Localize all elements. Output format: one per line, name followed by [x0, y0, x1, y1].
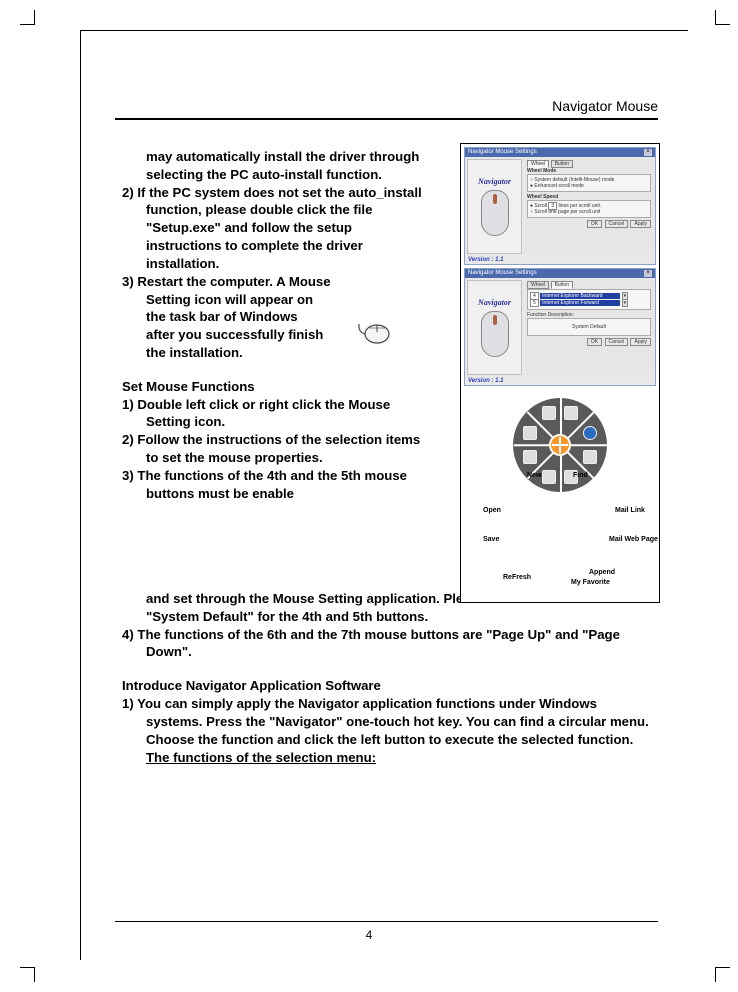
- item-restart-a: 3) Restart the computer. A Mouse: [122, 273, 422, 291]
- heading-set-mouse: Set Mouse Functions: [122, 378, 422, 396]
- apply-button-1[interactable]: Apply: [630, 220, 651, 228]
- btn5-num: 5: [530, 299, 539, 307]
- dialog-wheel: Navigator Mouse Settings × Navigator Whe…: [464, 147, 656, 265]
- set-item-4: 4) The functions of the 6th and the 7th …: [122, 626, 652, 662]
- dialog-button: Navigator Mouse Settings × Navigator Whe…: [464, 268, 656, 386]
- lab-open: Open: [483, 507, 501, 514]
- button-panel: Wheel Button 4 Internet Explorer Backwar…: [525, 280, 653, 375]
- lab-mail-link: Mail Link: [615, 507, 645, 514]
- item-restart-b: Setting icon will appear on: [122, 291, 422, 309]
- item-setup-exe: 2) If the PC system does not set the aut…: [122, 184, 422, 273]
- version-2: Version : 1.1: [465, 377, 655, 385]
- new-icon[interactable]: [542, 406, 556, 420]
- dialog-wheel-titlebar: Navigator Mouse Settings ×: [465, 148, 655, 157]
- tab-button-2[interactable]: Button: [551, 281, 573, 289]
- lab-append: Append: [589, 569, 615, 576]
- ok-button-1[interactable]: OK: [587, 220, 602, 228]
- mouse-thumb-2: Navigator: [467, 280, 522, 375]
- mouse-shape-1: [481, 190, 509, 236]
- nav-item-1-underline: The functions of the selection menu:: [122, 749, 652, 767]
- para-driver-auto: may automatically install the driver thr…: [122, 148, 422, 184]
- body-text-wide: and set through the Mouse Setting applic…: [122, 590, 652, 766]
- close-icon-2[interactable]: ×: [644, 270, 652, 277]
- tab-button-1[interactable]: Button: [551, 160, 573, 168]
- dialog-button-titlebar: Navigator Mouse Settings ×: [465, 269, 655, 278]
- lab-new: New: [527, 472, 541, 479]
- lab-mail-web: Mail Web Page: [609, 536, 658, 543]
- lab-find: Find: [573, 472, 588, 479]
- set-item-3a: 3) The functions of the 4th and the 5th …: [122, 467, 422, 503]
- crop-mark-bl: [20, 967, 35, 982]
- set-item-2: 2) Follow the instructions of the select…: [122, 431, 422, 467]
- footer-rule: [115, 921, 658, 923]
- cancel-button-2[interactable]: Cancel: [605, 338, 629, 346]
- dialog-wheel-title: Navigator Mouse Settings: [468, 149, 537, 156]
- nav-item-1: 1) You can simply apply the Navigator ap…: [122, 695, 652, 748]
- btn5-select[interactable]: Internet Explorer Forward: [540, 300, 620, 306]
- header-rule: [115, 118, 658, 120]
- cancel-button-1[interactable]: Cancel: [605, 220, 629, 228]
- dialog-button-title: Navigator Mouse Settings: [468, 270, 537, 277]
- func-desc-val: System Default: [527, 318, 651, 336]
- page-number: 4: [0, 928, 738, 942]
- open-icon[interactable]: [523, 426, 537, 440]
- close-icon[interactable]: ×: [644, 149, 652, 156]
- figure-box: Navigator Mouse Settings × Navigator Whe…: [460, 143, 660, 603]
- crop-mark-tr: [715, 10, 730, 25]
- wheel-sp-2[interactable]: ○ Scroll one page per scroll unit: [530, 209, 648, 215]
- menu-hub-icon[interactable]: [549, 434, 571, 456]
- btn4-select[interactable]: Internet Explorer Backward: [540, 293, 620, 299]
- mail-link-icon[interactable]: [583, 426, 597, 440]
- mouse-shape-2: [481, 311, 509, 357]
- lab-myfav: My Favorite: [571, 579, 610, 586]
- wheel-opt-2[interactable]: ● Enhanced scroll mode: [530, 183, 648, 189]
- header-title: Navigator Mouse: [552, 98, 658, 114]
- save-icon[interactable]: [523, 450, 537, 464]
- tab-wheel[interactable]: Wheel: [527, 160, 549, 168]
- wheel-panel: Wheel Button Wheel Mode ○ System default…: [525, 159, 653, 254]
- heading-introduce: Introduce Navigator Application Software: [122, 677, 652, 695]
- find-icon[interactable]: [564, 406, 578, 420]
- mouse-cursor-icon: [355, 318, 395, 348]
- btn5-dd[interactable]: ▾: [622, 299, 629, 307]
- nav-logo-2: Navigator: [478, 298, 511, 307]
- ok-button-2[interactable]: OK: [587, 338, 602, 346]
- crop-mark-tl: [20, 10, 35, 25]
- tab-wheel-2[interactable]: Wheel: [527, 281, 549, 289]
- mail-web-icon[interactable]: [583, 450, 597, 464]
- refresh-icon[interactable]: [542, 470, 556, 484]
- lab-save: Save: [483, 536, 499, 543]
- nav-logo-1: Navigator: [478, 177, 511, 186]
- lab-refresh: ReFresh: [503, 574, 531, 581]
- version-1: Version : 1.1: [465, 256, 655, 264]
- crop-mark-br: [715, 967, 730, 982]
- mouse-thumb-1: Navigator: [467, 159, 522, 254]
- apply-button-2[interactable]: Apply: [630, 338, 651, 346]
- set-item-1: 1) Double left click or right click the …: [122, 396, 422, 432]
